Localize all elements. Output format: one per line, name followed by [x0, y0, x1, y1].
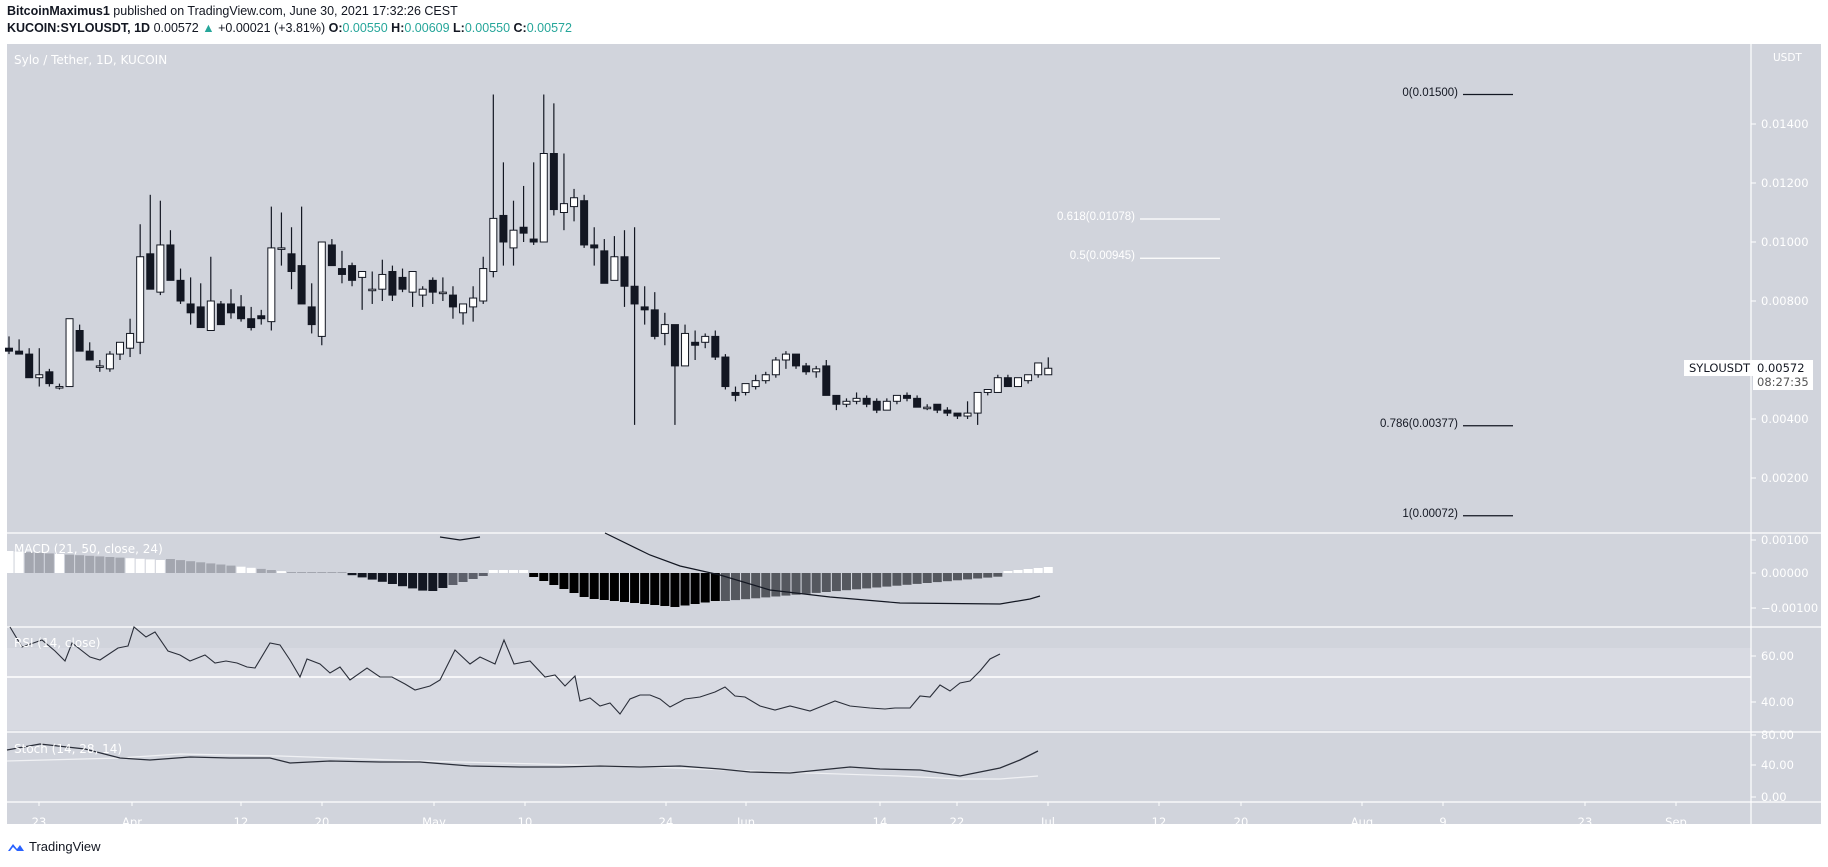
price-axis-tick: 0.00200 — [1761, 471, 1809, 485]
high-value: 0.00609 — [404, 21, 450, 35]
time-axis-tick: 14 — [872, 815, 888, 829]
price-axis-tick: 0.00800 — [1761, 294, 1809, 308]
fib-level-label: 1(0.00072) — [1402, 507, 1458, 520]
time-axis-tick: 24 — [658, 815, 674, 829]
time-axis-tick: Apr — [122, 815, 142, 829]
time-axis-tick: May — [422, 815, 446, 829]
price-axis-tick: 0.01400 — [1761, 117, 1809, 131]
last-price: 0.00572 — [153, 21, 199, 35]
low-label: L: — [453, 21, 465, 35]
open-value: 0.00550 — [342, 21, 388, 35]
open-label: O: — [328, 21, 343, 35]
fib-level-label: 0.618(0.01078) — [1056, 210, 1135, 223]
countdown-timer: 08:27:35 — [1757, 375, 1809, 389]
stoch-pane — [6, 743, 1039, 780]
macd-title: MACD (21, 50, close, 24) — [14, 542, 163, 556]
tradingview-cloud-icon — [8, 843, 24, 851]
symbol-interval: KUCOIN:SYLOUSDT, 1D — [7, 21, 151, 35]
time-axis-tick: Jul — [1041, 815, 1055, 829]
price-axis-tick: 0.00400 — [1761, 412, 1809, 426]
time-axis-tick: 20 — [314, 815, 330, 829]
up-arrow-icon: ▲ — [202, 21, 215, 35]
last-price-tag-value: 0.00572 — [1757, 361, 1805, 375]
close-value: 0.00572 — [526, 21, 572, 35]
time-axis-tick: Jun — [737, 815, 755, 829]
time-axis-tick: 12 — [1151, 815, 1167, 829]
macd-pane — [4, 532, 1053, 607]
symbol-tag: SYLOUSDT — [1684, 360, 1755, 376]
time-axis-tick: 12 — [233, 815, 249, 829]
chart-title: Sylo / Tether, 1D, KUCOIN — [14, 53, 168, 67]
price-axis-tick: 40.00 — [1761, 758, 1794, 772]
currency-label: USDT — [1773, 52, 1802, 64]
price-axis-tick: 0.00000 — [1761, 566, 1809, 580]
price-axis-tick: 0.00100 — [1761, 533, 1809, 547]
tradingview-logo[interactable]: TradingView — [7, 839, 101, 854]
fib-level-label: 0(0.01500) — [1402, 86, 1458, 99]
fib-level-label: 0.5(0.00945) — [1069, 250, 1135, 263]
price-axis-tick: 80.00 — [1761, 728, 1794, 742]
last-price-tag: 0.00572 08:27:35 — [1753, 360, 1813, 390]
time-axis-tick: Sep — [1665, 815, 1687, 829]
price-axis-tick: 40.00 — [1761, 695, 1794, 709]
fib-level-label: 0.786(0.00377) — [1379, 417, 1458, 430]
price-axis-tick: 0.01000 — [1761, 235, 1809, 249]
published-text: published on TradingView.com, June 30, 2… — [109, 4, 458, 18]
rsi-band — [7, 648, 1751, 730]
pane-dividers — [7, 44, 1821, 824]
price-axis-tick: 0.00 — [1761, 790, 1787, 804]
fib-retracement[interactable] — [1140, 93, 1513, 517]
candlestick-series — [5, 94, 1053, 425]
close-label: C: — [513, 21, 527, 35]
symbol-info-line: KUCOIN:SYLOUSDT, 1D 0.00572 ▲ +0.00021 (… — [7, 21, 572, 35]
stoch-title: Stoch (14, 28, 14) — [14, 742, 123, 756]
logo-text: TradingView — [29, 839, 101, 854]
time-axis-tick: 20 — [1233, 815, 1249, 829]
time-axis-tick: 9 — [1439, 815, 1447, 829]
price-axis-tick: 60.00 — [1761, 649, 1794, 663]
rsi-pane — [9, 626, 1001, 715]
price-axis-tick: 0.01200 — [1761, 176, 1809, 190]
low-value: 0.00550 — [464, 21, 511, 35]
time-axis-tick: 23 — [31, 815, 47, 829]
time-axis-tick: 22 — [949, 815, 965, 829]
price-change: +0.00021 (+3.81%) — [218, 21, 326, 35]
publish-info: BitcoinMaximus1 published on TradingView… — [7, 4, 458, 18]
high-label: H: — [391, 21, 405, 35]
price-axis-tick: −0.00100 — [1761, 601, 1819, 615]
time-axis-tick: 10 — [517, 815, 533, 829]
author-name[interactable]: BitcoinMaximus1 — [7, 4, 110, 18]
time-axis-tick: 23 — [1577, 815, 1593, 829]
rsi-title: RSI (14, close) — [14, 636, 101, 650]
time-axis-tick: Aug — [1350, 815, 1374, 829]
